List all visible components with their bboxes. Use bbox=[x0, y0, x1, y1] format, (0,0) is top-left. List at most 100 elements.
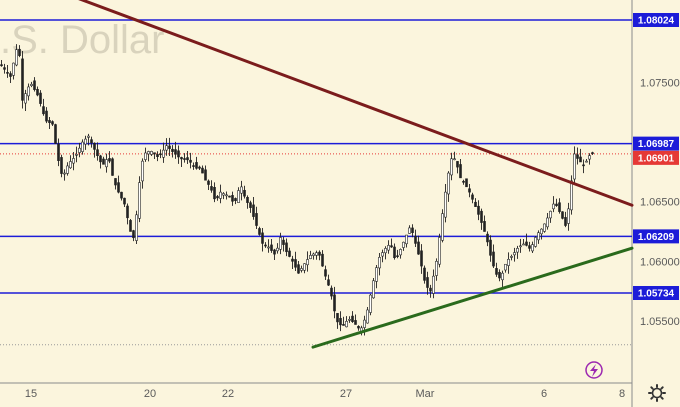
candle bbox=[18, 45, 21, 58]
candle-body bbox=[219, 191, 222, 199]
candle-body bbox=[420, 250, 423, 267]
candle-body bbox=[135, 214, 138, 241]
candle-body bbox=[72, 158, 75, 164]
candle-body bbox=[93, 142, 96, 150]
candle bbox=[423, 265, 426, 284]
candle bbox=[384, 246, 387, 260]
candle-body bbox=[267, 246, 270, 249]
candle-body bbox=[501, 272, 504, 281]
candle-body bbox=[330, 287, 333, 297]
candle-body bbox=[153, 152, 156, 155]
candle-body bbox=[558, 202, 561, 212]
candle bbox=[576, 147, 579, 165]
candle-body bbox=[282, 239, 285, 245]
candle-body bbox=[519, 245, 522, 248]
candle bbox=[525, 233, 528, 247]
candle-body bbox=[54, 124, 57, 144]
candle bbox=[300, 265, 303, 273]
candle-body bbox=[384, 248, 387, 254]
candle bbox=[465, 178, 468, 188]
candle bbox=[318, 250, 321, 261]
candle bbox=[585, 158, 588, 163]
candle-body bbox=[12, 62, 15, 76]
candle bbox=[420, 244, 423, 274]
x-tick-label: 8 bbox=[619, 388, 625, 400]
candle-body bbox=[456, 161, 459, 168]
candle bbox=[72, 152, 75, 171]
current-price-box bbox=[633, 150, 679, 165]
level-label-box bbox=[633, 286, 679, 300]
candle-body bbox=[321, 253, 324, 267]
candle-body bbox=[57, 143, 60, 161]
candle-body bbox=[582, 164, 585, 167]
candle bbox=[138, 176, 141, 223]
candle-body bbox=[207, 180, 210, 185]
support-trendline[interactable] bbox=[311, 246, 634, 349]
candle-body bbox=[471, 194, 474, 200]
candle bbox=[483, 215, 486, 232]
candle-body bbox=[489, 239, 492, 256]
lightning-icon[interactable] bbox=[585, 361, 603, 379]
candle-body bbox=[486, 233, 489, 243]
candle bbox=[399, 248, 402, 259]
resistance-trendline[interactable] bbox=[0, 0, 634, 207]
candle bbox=[120, 191, 123, 201]
level-label-box bbox=[633, 13, 679, 27]
candle-body bbox=[525, 241, 528, 246]
candle-body bbox=[318, 251, 321, 256]
candle-body bbox=[288, 250, 291, 257]
candle-body bbox=[453, 158, 456, 161]
candle-body bbox=[117, 182, 120, 193]
candle bbox=[180, 156, 183, 168]
candle bbox=[285, 238, 288, 257]
candle-body bbox=[459, 164, 462, 179]
candle bbox=[249, 200, 252, 213]
candle-body bbox=[69, 161, 72, 169]
candle bbox=[411, 224, 414, 238]
candle bbox=[84, 135, 87, 150]
candle bbox=[66, 162, 69, 176]
candle bbox=[492, 244, 495, 268]
candle-body bbox=[252, 204, 255, 217]
candle-body bbox=[132, 230, 135, 239]
candle-body bbox=[159, 153, 162, 156]
candle-body bbox=[258, 228, 261, 235]
candle-body bbox=[567, 208, 570, 224]
candle bbox=[372, 278, 375, 299]
candle bbox=[225, 191, 228, 200]
candle bbox=[15, 44, 18, 67]
candle-body bbox=[402, 241, 405, 248]
candle-body bbox=[243, 189, 246, 197]
candle bbox=[171, 145, 174, 158]
candle bbox=[177, 145, 180, 164]
candle-body bbox=[408, 227, 411, 234]
candle-body bbox=[246, 197, 249, 203]
candle-body bbox=[60, 157, 63, 174]
candle-body bbox=[51, 121, 54, 125]
candle bbox=[135, 210, 138, 245]
candle-body bbox=[354, 320, 357, 325]
candle bbox=[333, 286, 336, 319]
candle-body bbox=[66, 165, 69, 174]
candle-body bbox=[87, 135, 90, 138]
candle bbox=[435, 258, 438, 281]
candle-body bbox=[507, 259, 510, 266]
candle bbox=[495, 262, 498, 277]
candle bbox=[252, 196, 255, 220]
candle bbox=[429, 284, 432, 298]
candle bbox=[255, 206, 258, 229]
candle bbox=[555, 198, 558, 207]
settings-gear-icon[interactable] bbox=[648, 384, 666, 402]
candle bbox=[156, 151, 159, 162]
candle-body bbox=[528, 245, 531, 249]
candle-body bbox=[63, 172, 66, 175]
candle bbox=[162, 142, 165, 163]
candle-body bbox=[312, 253, 315, 256]
candle-body bbox=[75, 154, 78, 156]
candle-body bbox=[429, 287, 432, 292]
candle-body bbox=[78, 147, 81, 153]
candle bbox=[114, 178, 117, 190]
level-label-text: 1.06987 bbox=[638, 139, 675, 150]
candle bbox=[198, 165, 201, 170]
level-label: 1.05734 bbox=[633, 286, 679, 300]
